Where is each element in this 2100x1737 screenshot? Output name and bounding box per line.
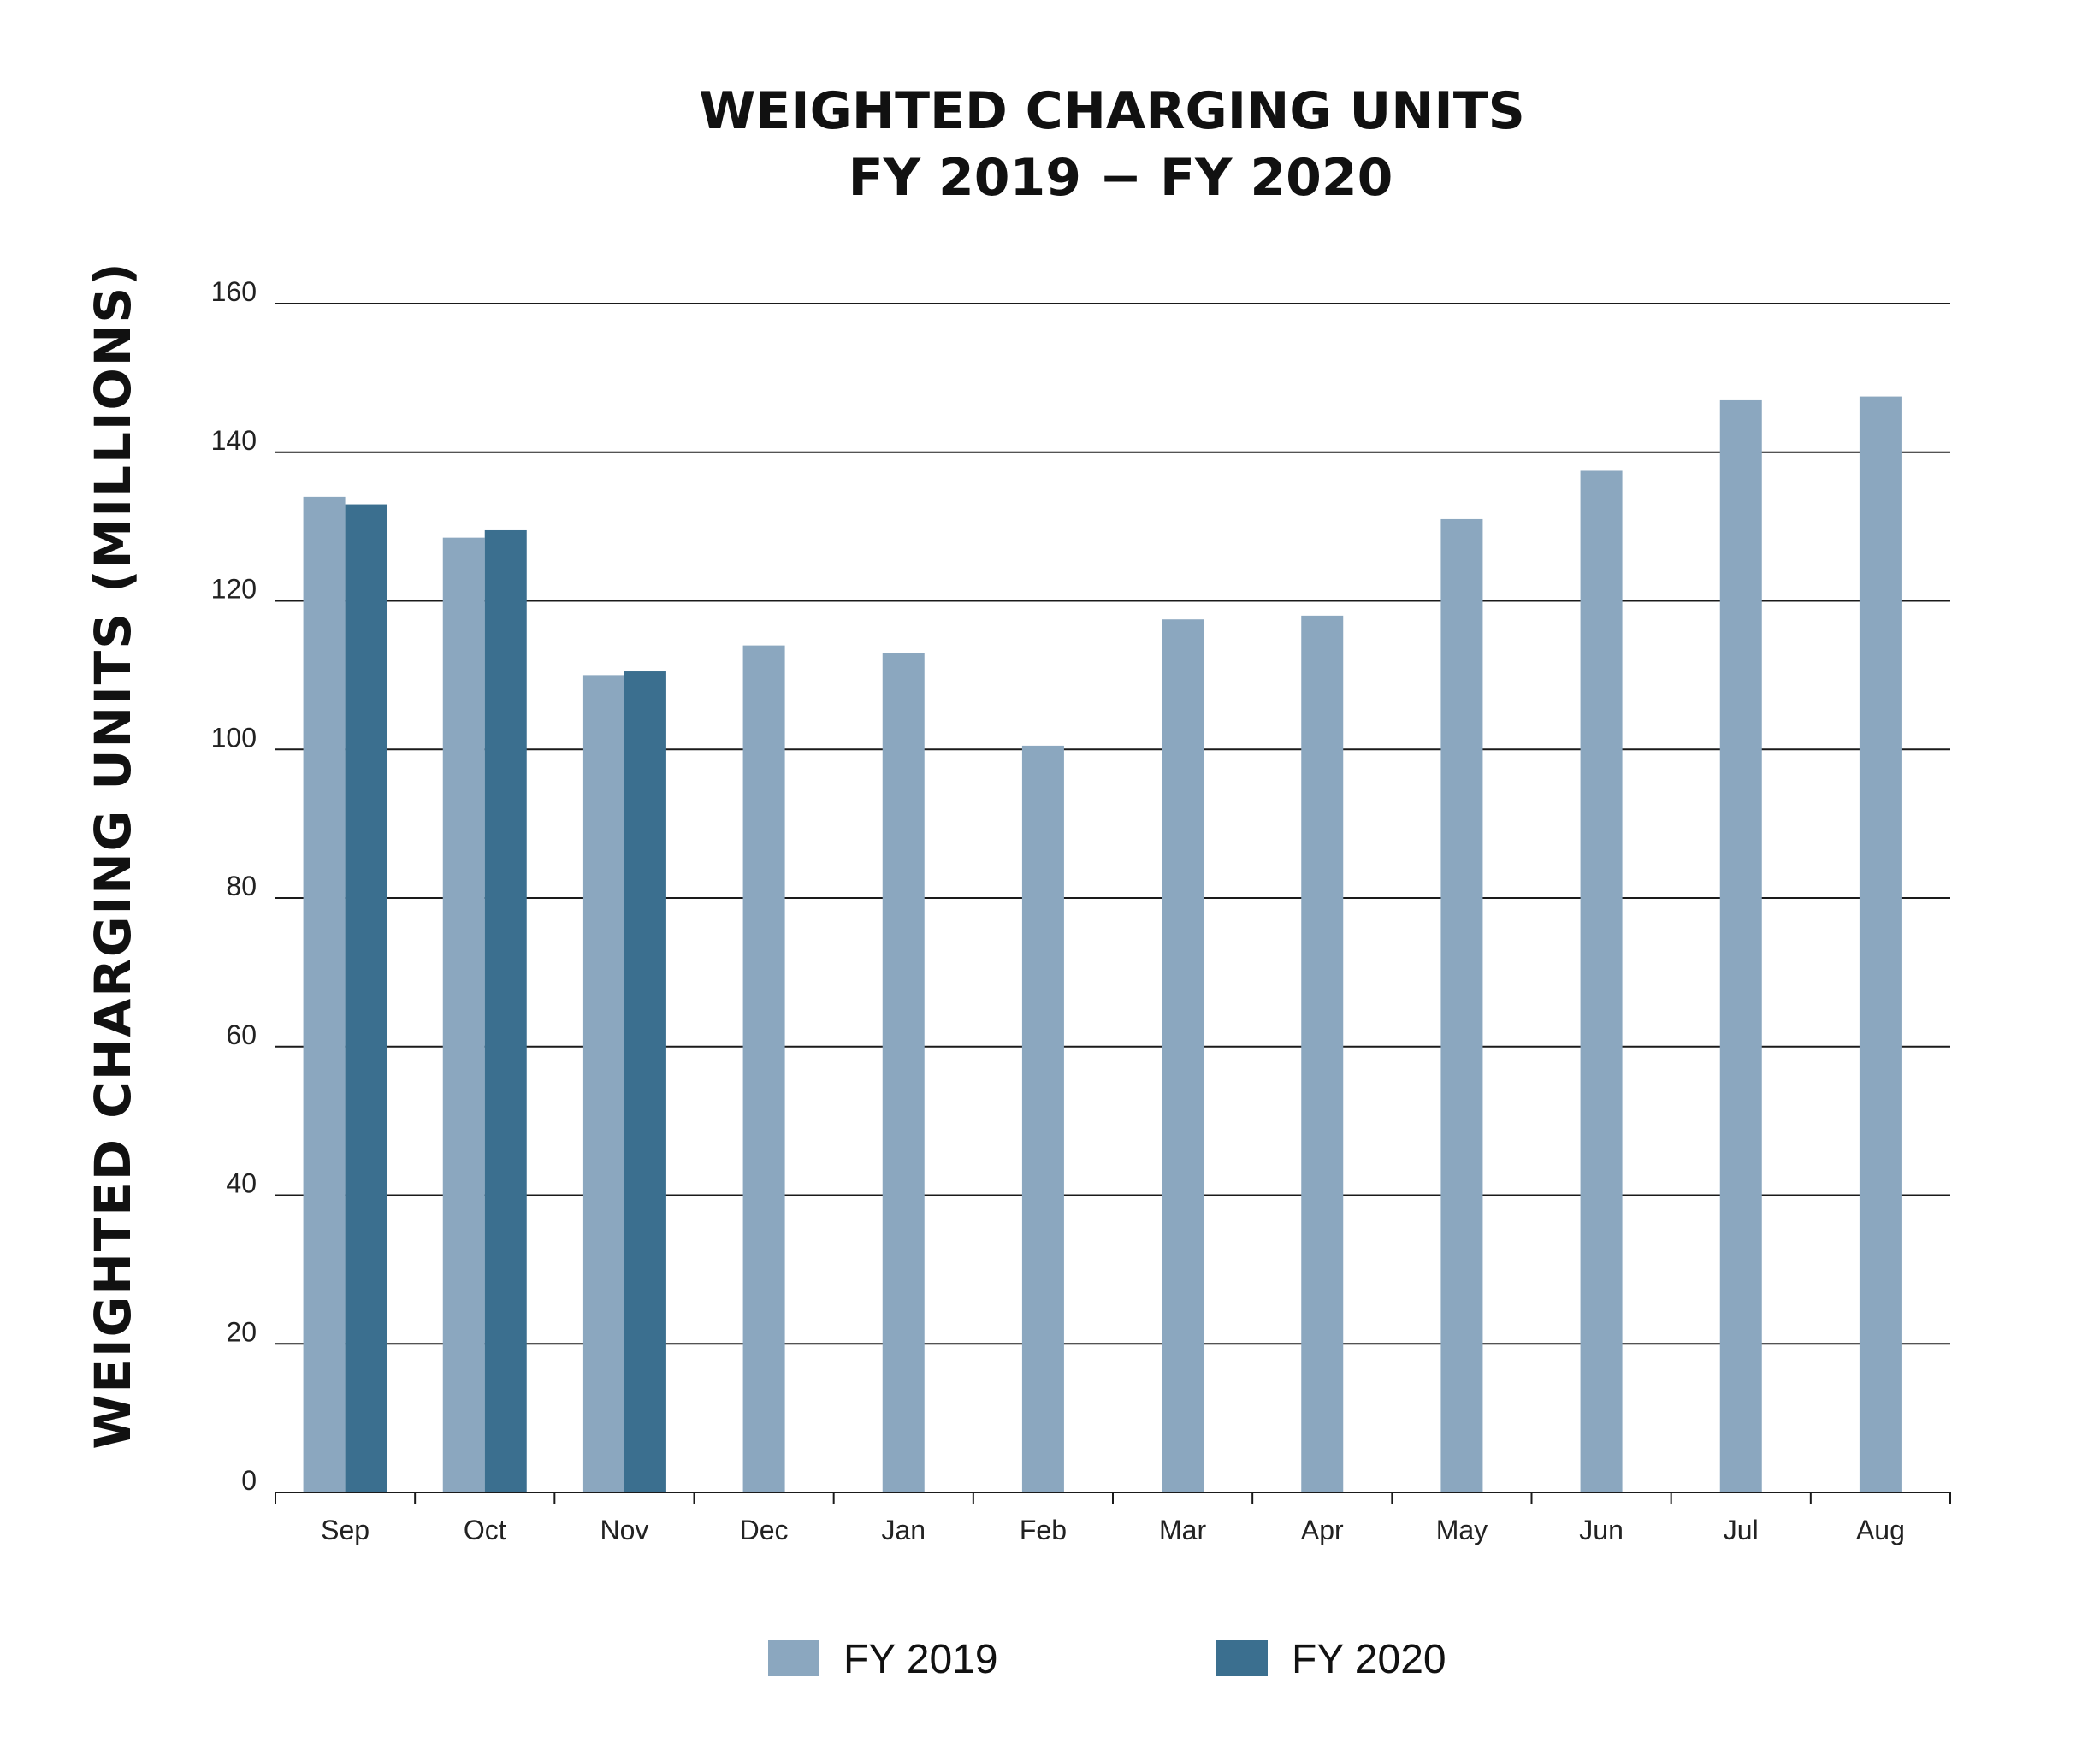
gridlines: 0 20 40 60 80 100 120 140 160 <box>211 276 1950 1496</box>
x-tick-label: Nov <box>600 1515 648 1545</box>
x-tick-label: Mar <box>1159 1515 1206 1545</box>
x-tick-label: Sep <box>321 1515 370 1545</box>
bar-fy-2019-jul <box>1719 399 1762 1492</box>
bars <box>303 396 1902 1492</box>
x-tick-label: Aug <box>1856 1515 1905 1545</box>
legend-swatch <box>768 1640 819 1676</box>
y-axis-label: WEIGHTED CHARGING UNITS (MILLIONS) <box>84 261 142 1449</box>
bar-fy-2019-feb <box>1021 745 1064 1492</box>
chart-title-line-1: WEIGHTED CHARGING UNITS <box>699 81 1525 141</box>
y-tick-label: 80 <box>226 871 257 901</box>
bar-fy-2019-oct <box>442 537 485 1492</box>
legend: FY 2019 FY 2020 <box>768 1637 1446 1682</box>
bar-fy-2020-sep <box>345 504 387 1492</box>
bar-fy-2019-nov <box>582 675 624 1492</box>
chart-title-line-2: FY 2019 − FY 2020 <box>849 148 1393 208</box>
y-tick-label: 40 <box>226 1168 257 1199</box>
bar-fy-2019-sep <box>303 496 346 1492</box>
y-tick-label: 140 <box>211 425 257 456</box>
bar-fy-2019-jan <box>882 653 925 1492</box>
bar-fy-2019-apr <box>1301 615 1344 1492</box>
x-tick-label: Jan <box>881 1515 926 1545</box>
bar-fy-2019-mar <box>1162 619 1204 1492</box>
x-tick-label: Oct <box>464 1515 506 1545</box>
y-tick-label: 60 <box>226 1019 257 1050</box>
y-tick-label: 160 <box>211 276 257 307</box>
bar-fy-2020-nov <box>624 671 666 1492</box>
x-tick-label: Dec <box>740 1515 789 1545</box>
x-tick-label: Feb <box>1020 1515 1067 1545</box>
bar-fy-2019-aug <box>1859 396 1902 1492</box>
y-tick-label: 20 <box>226 1316 257 1347</box>
bar-fy-2019-dec <box>742 645 785 1492</box>
legend-label: FY 2019 <box>843 1637 998 1682</box>
legend-swatch <box>1216 1640 1268 1676</box>
x-tick-label: May <box>1436 1515 1488 1545</box>
legend-label: FY 2020 <box>1292 1637 1446 1682</box>
y-tick-label: 0 <box>241 1465 257 1496</box>
bar-fy-2019-may <box>1440 518 1483 1492</box>
x-tick-label: Apr <box>1301 1515 1344 1545</box>
y-tick-label: 120 <box>211 574 257 605</box>
x-tick-label: Jul <box>1724 1515 1759 1545</box>
bar-fy-2020-oct <box>484 529 527 1492</box>
bar-fy-2019-jun <box>1580 470 1623 1492</box>
x-tick-label: Jun <box>1579 1515 1624 1545</box>
y-tick-label: 100 <box>211 722 257 753</box>
x-axis: Sep Oct Nov Dec Jan Feb Mar Apr May Jun Jul Aug <box>275 1492 1951 1545</box>
